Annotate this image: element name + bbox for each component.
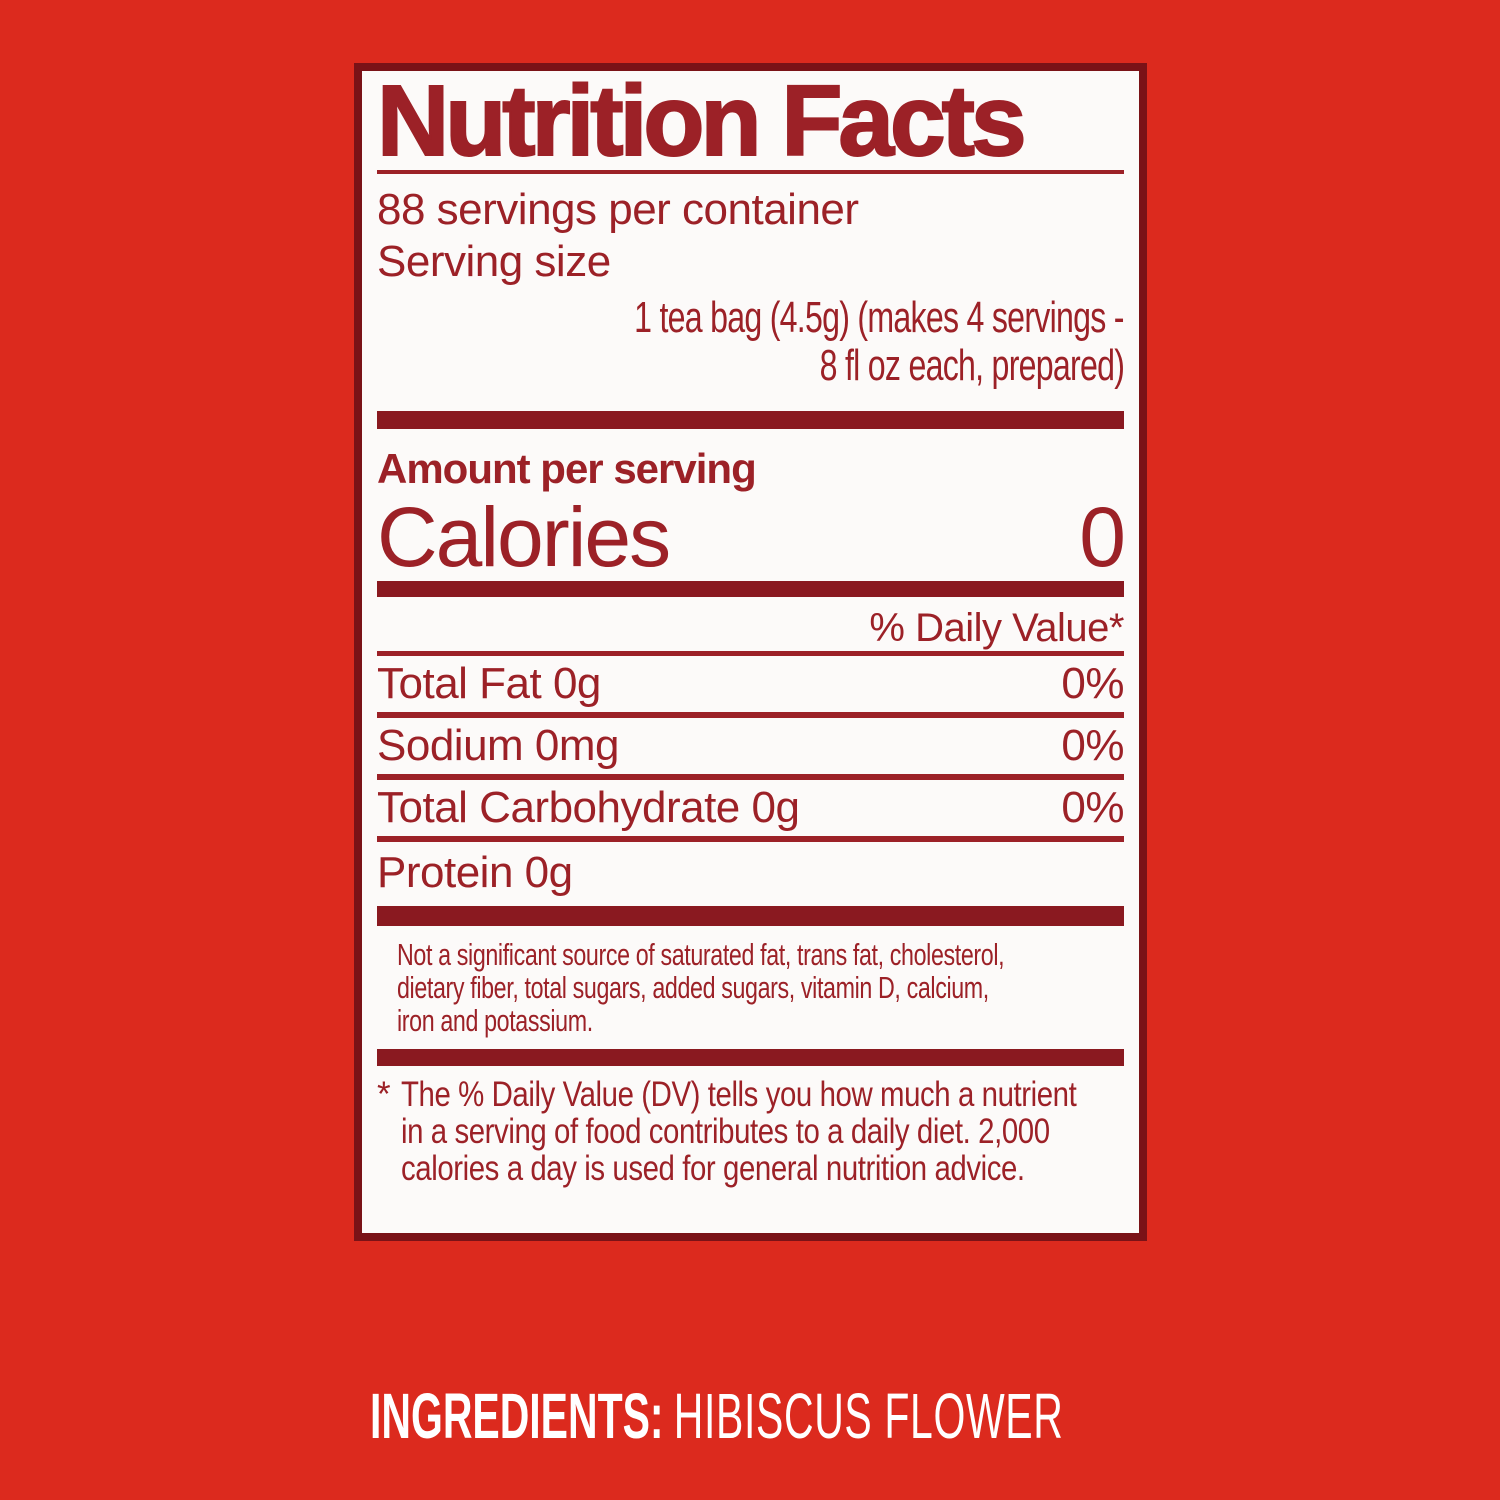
amount-per-serving-label: Amount per serving <box>377 445 757 492</box>
nutrient-percent: 0% <box>1061 659 1124 708</box>
daily-value-divider <box>377 651 1124 656</box>
daily-value-header: % Daily Value* <box>869 606 1124 650</box>
nutrient-name: Total Fat 0g <box>377 659 601 708</box>
nutrient-row-total-carbohydrate: Total Carbohydrate 0g 0% <box>377 780 1124 842</box>
nutrition-facts-title: Nutrition Facts <box>376 65 1028 177</box>
serving-size-value-line-1: 1 tea bag (4.5g) (makes 4 servings - <box>634 293 1124 342</box>
footnote-asterisk: * <box>377 1075 391 1114</box>
thick-divider-bar-1 <box>377 411 1124 429</box>
nutrient-percent: 0% <box>1061 783 1124 832</box>
thick-divider-bar-4 <box>377 1049 1124 1066</box>
ingredients-value: HIBISCUS FLOWER <box>673 1380 1064 1452</box>
serving-size-label: Serving size <box>377 237 611 286</box>
note-line: dietary fiber, total sugars, added sugar… <box>397 970 989 1005</box>
calories-label: Calories <box>377 490 671 584</box>
nutrient-percent: 0% <box>1061 721 1124 770</box>
note-line: iron and potassium. <box>397 1003 593 1038</box>
ingredients-label: INGREDIENTS: <box>370 1380 664 1452</box>
footnote-line: The % Daily Value (DV) tells you how muc… <box>401 1075 1077 1114</box>
calories-value: 0 <box>1079 490 1126 584</box>
footnote-line: in a serving of food contributes to a da… <box>401 1112 1050 1151</box>
nutrition-label-panel: Nutrition Facts 88 servings per containe… <box>354 63 1147 1241</box>
thick-divider-bar-2 <box>377 581 1124 597</box>
not-significant-note: Not a significant source of saturated fa… <box>377 938 1124 1037</box>
daily-value-footnote: * The % Daily Value (DV) tells you how m… <box>377 1076 1124 1187</box>
servings-per-container: 88 servings per container <box>377 185 859 234</box>
thick-divider-bar-3 <box>377 906 1124 926</box>
serving-size-value-line-2: 8 fl oz each, prepared) <box>819 341 1124 390</box>
note-line: Not a significant source of saturated fa… <box>397 937 1005 972</box>
nutrient-row-protein: Protein 0g <box>377 842 1124 904</box>
nutrient-name: Sodium 0mg <box>377 721 620 770</box>
nutrient-name: Total Carbohydrate 0g <box>377 783 800 832</box>
nutrient-name: Protein 0g <box>377 848 573 897</box>
nutrient-row-total-fat: Total Fat 0g 0% <box>377 656 1124 718</box>
calories-row: Calories 0 <box>377 490 1126 584</box>
nutrient-row-sodium: Sodium 0mg 0% <box>377 718 1124 780</box>
title-divider <box>377 170 1124 174</box>
ingredients-line: INGREDIENTS: HIBISCUS FLOWER <box>370 1384 1063 1448</box>
footnote-line: calories a day is used for general nutri… <box>401 1149 1025 1188</box>
